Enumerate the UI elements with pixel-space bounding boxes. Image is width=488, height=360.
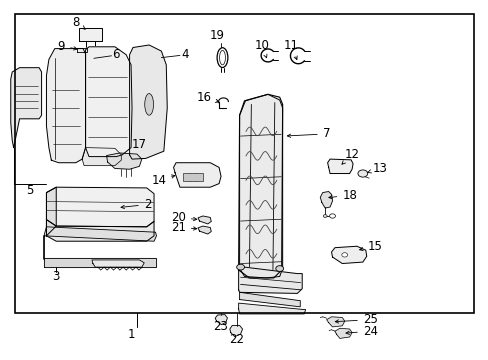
Text: 3: 3: [52, 270, 60, 283]
Polygon shape: [44, 227, 156, 259]
Polygon shape: [82, 148, 121, 166]
Polygon shape: [239, 94, 282, 278]
Polygon shape: [46, 220, 154, 241]
Polygon shape: [238, 303, 305, 314]
Text: 15: 15: [359, 240, 382, 253]
Circle shape: [275, 266, 283, 271]
Text: 12: 12: [341, 148, 359, 164]
Text: 10: 10: [254, 39, 268, 58]
Text: 20: 20: [171, 211, 196, 224]
Text: 24: 24: [346, 325, 377, 338]
Text: 16: 16: [196, 91, 219, 104]
Text: 25: 25: [335, 313, 377, 326]
Polygon shape: [238, 94, 282, 278]
Text: 4: 4: [181, 48, 188, 60]
Ellipse shape: [144, 94, 153, 115]
Polygon shape: [239, 292, 300, 307]
Text: 2: 2: [121, 198, 151, 211]
Polygon shape: [106, 153, 142, 169]
Polygon shape: [327, 159, 352, 174]
Text: 23: 23: [213, 320, 228, 333]
Text: 7: 7: [287, 127, 329, 140]
Bar: [183, 173, 203, 181]
Ellipse shape: [217, 48, 227, 68]
Polygon shape: [77, 48, 87, 52]
Polygon shape: [229, 325, 242, 337]
Text: 6: 6: [112, 48, 120, 61]
Text: 13: 13: [366, 162, 386, 175]
Text: 1: 1: [127, 328, 135, 341]
Text: 22: 22: [229, 333, 244, 346]
Circle shape: [341, 253, 347, 257]
Polygon shape: [92, 260, 144, 267]
Polygon shape: [46, 187, 154, 227]
Circle shape: [357, 170, 367, 177]
Polygon shape: [334, 328, 351, 338]
Polygon shape: [46, 187, 56, 236]
Polygon shape: [11, 68, 41, 148]
Polygon shape: [85, 47, 132, 157]
Polygon shape: [238, 266, 302, 293]
Polygon shape: [173, 163, 221, 187]
Text: 14: 14: [151, 174, 175, 186]
Text: 5: 5: [25, 184, 33, 197]
Polygon shape: [331, 246, 366, 264]
Polygon shape: [44, 258, 156, 267]
Polygon shape: [198, 216, 211, 224]
Polygon shape: [326, 317, 344, 327]
Polygon shape: [198, 226, 211, 234]
Circle shape: [323, 215, 326, 217]
Polygon shape: [215, 315, 227, 325]
Text: 9: 9: [58, 40, 77, 53]
Text: 18: 18: [328, 189, 356, 202]
Text: 11: 11: [283, 39, 298, 59]
Text: 17: 17: [132, 138, 147, 151]
Text: 21: 21: [170, 221, 196, 234]
Circle shape: [329, 214, 335, 218]
Polygon shape: [129, 45, 167, 159]
Polygon shape: [46, 49, 85, 163]
Polygon shape: [320, 192, 332, 208]
Text: 8: 8: [72, 16, 85, 29]
Text: 19: 19: [210, 30, 224, 42]
Circle shape: [236, 264, 244, 270]
Polygon shape: [79, 28, 102, 41]
Bar: [15, 14, 473, 313]
Ellipse shape: [219, 50, 225, 65]
